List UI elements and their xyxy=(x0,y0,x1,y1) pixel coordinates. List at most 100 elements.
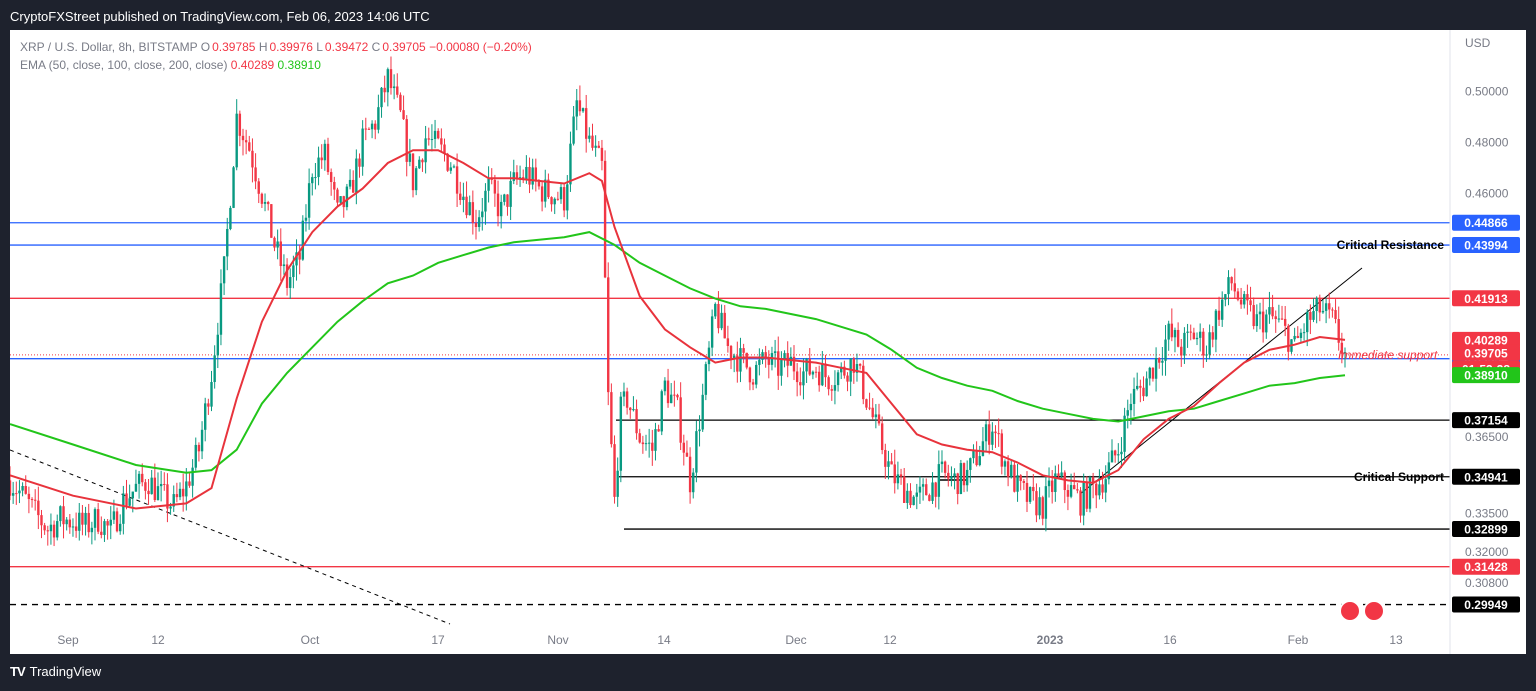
price-tick-label: 0.32000 xyxy=(1465,545,1509,559)
candle-body xyxy=(430,139,434,141)
candle-body xyxy=(947,472,950,479)
candle-body xyxy=(30,499,34,501)
level-price-tag xyxy=(1452,521,1520,538)
candle-body xyxy=(789,356,793,366)
candle-body xyxy=(660,391,663,432)
time-axis-layer: Sep 12 Oct 17 Nov 14 Dec 12 2023 16 Feb 13 xyxy=(57,633,1403,647)
candle-body xyxy=(581,108,585,112)
candle-body xyxy=(1104,479,1107,493)
legend-change: −0.00080 (−0.20%) xyxy=(429,40,532,54)
chart-area[interactable]: Critical Resistance Critical Support USD 0… xyxy=(10,30,1526,654)
level-annotation: Critical Support xyxy=(1354,470,1444,484)
candle-body xyxy=(257,181,260,194)
price-tag-label: 0.40289 xyxy=(1464,333,1508,347)
candle-body xyxy=(329,172,333,183)
time-tick-label: 2023 xyxy=(1037,633,1064,647)
levels-layer: Critical Resistance Critical Support xyxy=(10,222,1450,606)
candle-body xyxy=(846,375,849,382)
candle-body xyxy=(1321,310,1325,313)
candle-body xyxy=(1315,297,1318,312)
candle-body xyxy=(358,158,361,167)
candle-body xyxy=(994,431,997,434)
level-price-label: 0.44866 xyxy=(1464,216,1508,230)
annotation-layer: Immediate support xyxy=(1338,348,1438,362)
candle-body xyxy=(742,348,745,353)
candle-body xyxy=(610,392,613,445)
candle-body xyxy=(477,217,481,228)
candle-body xyxy=(1318,297,1322,313)
candle-body xyxy=(600,147,604,161)
candle-body xyxy=(355,158,358,193)
time-tick-label: 16 xyxy=(1163,633,1177,647)
candle-body xyxy=(418,159,421,169)
candle-body xyxy=(748,367,752,383)
candle-body xyxy=(134,483,138,492)
candle-body xyxy=(647,442,651,444)
candle-body xyxy=(622,391,626,397)
candle-body xyxy=(1324,303,1328,311)
candle-body xyxy=(119,523,122,532)
legend-l-label: L xyxy=(316,40,323,54)
candle-body xyxy=(1195,337,1199,340)
time-tick-label: Dec xyxy=(785,633,806,647)
candle-body xyxy=(229,207,232,229)
candle-body xyxy=(1192,332,1196,340)
candle-body xyxy=(481,211,484,218)
candle-body xyxy=(833,385,837,391)
candle-body xyxy=(625,391,629,408)
candle-body xyxy=(988,424,991,445)
candle-body xyxy=(216,334,220,356)
candle-body xyxy=(1249,300,1252,306)
candle-body xyxy=(1198,331,1202,338)
candle-body xyxy=(1158,358,1161,363)
candle-body xyxy=(840,366,843,373)
candle-body xyxy=(348,179,352,187)
candle-body xyxy=(71,526,75,528)
candle-body xyxy=(515,172,519,179)
candle-body xyxy=(902,476,906,503)
candle-body xyxy=(172,494,175,507)
candle-body xyxy=(591,135,594,148)
candle-body xyxy=(81,512,84,525)
candle-body xyxy=(1139,385,1142,388)
candle-body xyxy=(814,371,818,373)
candle-body xyxy=(701,394,704,430)
candle-body xyxy=(1073,485,1076,490)
candle-body xyxy=(1013,464,1016,492)
chart-legend: XRP / U.S. Dollar, 8h, BITSTAMP O 0.39785… xyxy=(20,38,532,74)
candle-body xyxy=(1025,482,1029,502)
candle-body xyxy=(525,166,528,180)
candle-body xyxy=(553,198,556,205)
candle-body xyxy=(1302,332,1306,334)
candle-body xyxy=(632,409,635,411)
candle-body xyxy=(1331,309,1334,311)
candle-body xyxy=(421,159,424,163)
candle-body xyxy=(654,429,657,451)
candle-body xyxy=(1293,335,1296,340)
candle-body xyxy=(969,458,972,470)
candle-body xyxy=(405,119,408,162)
candle-body xyxy=(657,429,660,432)
candle-body xyxy=(235,113,238,168)
candle-body xyxy=(893,464,896,484)
candle-body xyxy=(808,358,811,375)
us-flag-icon xyxy=(1363,600,1385,622)
candle-body xyxy=(559,187,563,200)
candle-body xyxy=(556,198,560,200)
candle-body xyxy=(575,100,578,117)
candle-body xyxy=(166,484,169,509)
candle-body xyxy=(314,177,317,179)
candle-body xyxy=(1032,486,1035,492)
candle-body xyxy=(572,116,575,144)
candle-body xyxy=(181,488,185,497)
candle-body xyxy=(1047,480,1051,487)
candle-body xyxy=(465,196,468,216)
legend-c-value: 0.39705 xyxy=(382,40,426,54)
tradingview-footer[interactable]: TV TradingView xyxy=(10,664,101,679)
candle-body xyxy=(616,470,619,497)
candle-body xyxy=(688,456,692,493)
candle-body xyxy=(185,481,188,497)
candle-body xyxy=(1334,310,1337,320)
candle-body xyxy=(852,358,856,373)
candle-body xyxy=(1129,403,1133,411)
